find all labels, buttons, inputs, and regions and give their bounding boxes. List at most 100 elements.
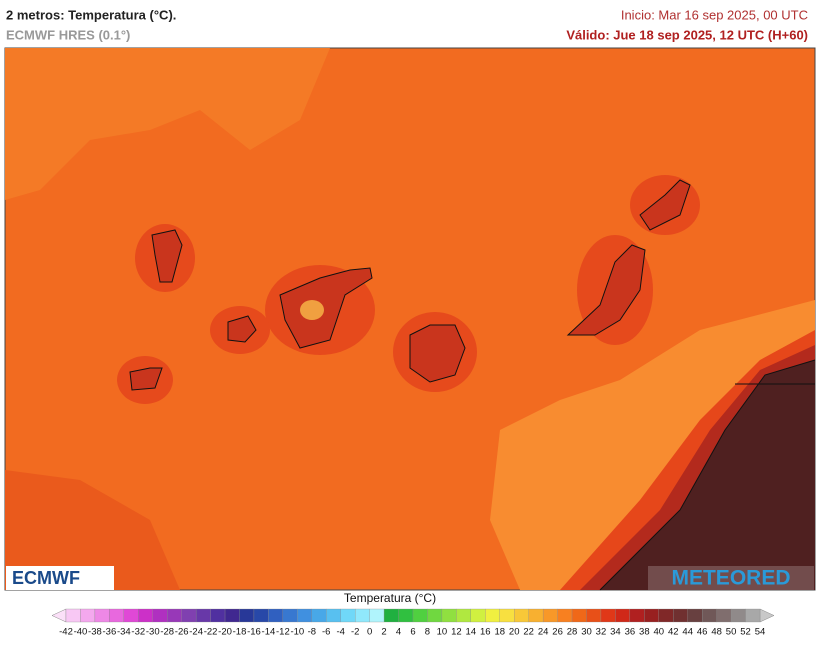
colorbar-tick-label: -26 xyxy=(175,627,189,638)
la-gomera xyxy=(227,315,257,343)
colorbar-tick-label: 36 xyxy=(625,627,636,638)
logo-box xyxy=(6,566,114,590)
colorbar-tick-label: -32 xyxy=(131,627,145,638)
colorbar-segment xyxy=(470,608,486,623)
colorbar-tick-label: -8 xyxy=(308,627,316,638)
colorbar-tick-label: -12 xyxy=(276,627,290,638)
colorbar-segment xyxy=(398,608,414,623)
colorbar-segment xyxy=(485,608,500,623)
colorbar-tick-label: -30 xyxy=(146,627,160,638)
ecmwf-logo: ECMWF xyxy=(12,568,80,588)
colorbar-tick-label: -16 xyxy=(247,627,261,638)
colorbar-tick-label: 8 xyxy=(425,627,430,638)
colorbar-tick-label: 10 xyxy=(437,627,448,638)
colorbar-tick-label: -10 xyxy=(290,627,304,638)
colorbar-segment xyxy=(340,608,356,623)
colorbar-segment xyxy=(123,608,139,623)
tenerife xyxy=(279,267,373,349)
colorbar-segment xyxy=(673,608,688,623)
colorbar-segment xyxy=(65,608,81,623)
colorbar-segment xyxy=(355,608,370,623)
la-palma xyxy=(151,229,183,283)
colorbar-tick-label: 0 xyxy=(367,627,372,638)
colorbar-segment xyxy=(499,608,515,623)
colorbar-segment xyxy=(557,608,573,623)
meteored-logo: METEORED xyxy=(671,567,790,590)
colorbar-tick-label: -24 xyxy=(189,627,203,638)
colorbar-segment xyxy=(716,608,732,623)
el-hierro xyxy=(129,367,163,391)
colorbar-tick-label: 6 xyxy=(410,627,415,638)
map-title: 2 metros: Temperatura (°C). xyxy=(6,7,176,22)
light-region xyxy=(5,48,330,200)
colorbar-tick-label: -40 xyxy=(74,627,88,638)
colorbar-tick-label: -22 xyxy=(204,627,218,638)
colorbar-tick-label: 18 xyxy=(494,627,505,638)
colorbar-segment xyxy=(702,608,717,623)
colorbar-segment xyxy=(658,608,674,623)
colorbar-segment xyxy=(181,608,197,623)
colorbar-segment xyxy=(80,608,96,623)
map xyxy=(4,47,816,591)
colorbar-segment xyxy=(369,608,385,623)
colorbar-segment xyxy=(730,608,746,623)
colorbar-tick-label: 28 xyxy=(567,627,578,638)
colorbar-tick-label: 32 xyxy=(596,627,607,638)
colorbar-segment xyxy=(456,608,471,623)
colorbar-segment xyxy=(167,608,182,623)
coastline xyxy=(599,359,816,591)
colorbar-segment xyxy=(441,608,457,623)
colorbar-tick-label: 2 xyxy=(381,627,386,638)
colorbar-segment xyxy=(239,608,255,623)
colorbar-segment xyxy=(224,608,240,623)
colorbar-segment xyxy=(427,608,443,623)
colorbar-tick-label: 16 xyxy=(480,627,491,638)
colorbar-tick-label: 54 xyxy=(755,627,766,638)
colorbar-segment xyxy=(152,608,168,623)
colorbar-segment xyxy=(94,608,110,623)
colorbar-segment xyxy=(528,608,544,623)
colorbar-segment xyxy=(282,608,298,623)
colorbar-tick-label: 4 xyxy=(396,627,401,638)
colorbar-segment xyxy=(138,608,153,623)
colorbar-tick-label: -14 xyxy=(262,627,276,638)
colorbar-tick-label: -38 xyxy=(88,627,102,638)
colorbar-segment xyxy=(326,608,341,623)
valid-time: Válido: Jue 18 sep 2025, 12 UTC (H+60) xyxy=(566,27,808,42)
colorbar-segment xyxy=(745,608,761,623)
colorbar-tick-label: 34 xyxy=(610,627,621,638)
colorbar-segment xyxy=(514,608,529,623)
colorbar-segment xyxy=(586,608,602,623)
colorbar-tick-label: 30 xyxy=(581,627,592,638)
colorbar-segment xyxy=(542,608,558,623)
colorbar: -42 -40 -38 -36 -34 -32 -30 -28 -26 -24 -22 -20 -18-… xyxy=(51,608,775,638)
colorbar-tick-label: 40 xyxy=(654,627,665,638)
colorbar-tick-label: 46 xyxy=(697,627,708,638)
colorbar-tick-label: 48 xyxy=(711,627,722,638)
gran-canaria xyxy=(409,324,466,383)
colorbar-tick-label: 12 xyxy=(451,627,462,638)
colorbar-tick-label: 42 xyxy=(668,627,679,638)
colorbar-segment xyxy=(210,608,226,623)
colorbar-segment xyxy=(687,608,703,623)
colorbar-tick-label: 20 xyxy=(509,627,520,638)
colorbar-tick-label: 14 xyxy=(466,627,477,638)
colorbar-tick-label: 22 xyxy=(523,627,534,638)
colorbar-segment xyxy=(311,608,327,623)
colorbar-segment xyxy=(644,608,659,623)
colorbar-tick-label: 52 xyxy=(740,627,751,638)
init-time: Inicio: Mar 16 sep 2025, 00 UTC xyxy=(621,7,808,22)
colorbar-tick-label: -6 xyxy=(322,627,330,638)
colorbar-tick-label: 44 xyxy=(682,627,693,638)
logo-box xyxy=(648,566,814,590)
colorbar-segment xyxy=(268,608,284,623)
colorbar-segment xyxy=(109,608,124,623)
colorbar-tick-label: -2 xyxy=(351,627,359,638)
colorbar-segment xyxy=(383,608,399,623)
colorbar-tick-label: 26 xyxy=(552,627,563,638)
colorbar-tick-label: -42 xyxy=(59,627,73,638)
colorbar-tick-label: 50 xyxy=(726,627,737,638)
fuerteventura xyxy=(566,244,646,336)
colorbar-segment xyxy=(600,608,616,623)
colorbar-tick-label: -20 xyxy=(218,627,232,638)
